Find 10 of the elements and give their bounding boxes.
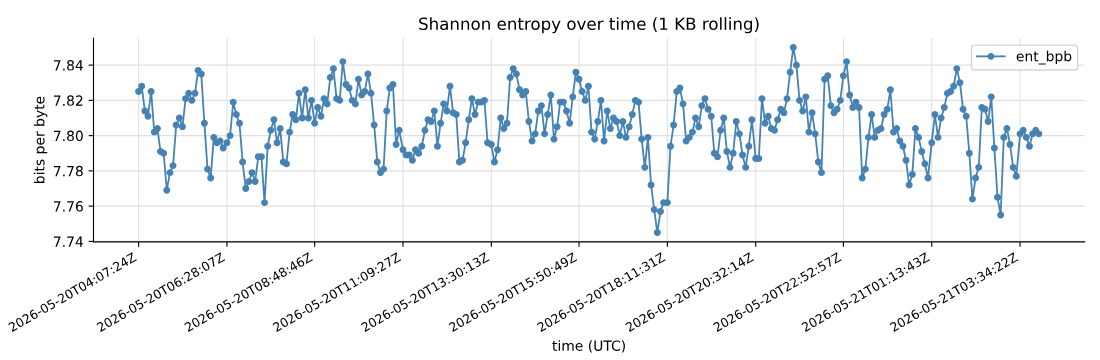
y-tick-label: 7.82	[53, 95, 83, 106]
y-tick-label: 7.78	[53, 165, 83, 177]
chart-title: Shannon entropy over time (1 KB rolling)	[419, 17, 759, 34]
x-axis-title: time (UTC)	[552, 340, 625, 353]
legend-label: ent_bpb	[1016, 50, 1072, 65]
y-axis-title: bits per byte	[33, 96, 48, 183]
y-tick-label: 7.76	[53, 201, 83, 212]
y-tick-label: 7.80	[53, 130, 83, 142]
y-tick-label: 7.74	[53, 236, 83, 247]
y-tick-label: 7.84	[53, 60, 83, 71]
